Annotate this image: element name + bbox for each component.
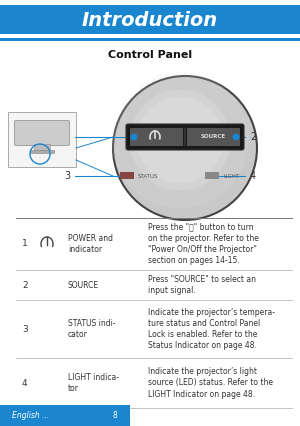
Bar [0,0,300,3]
Text: 8: 8 [112,411,117,420]
Text: LIGHT: LIGHT [223,173,239,178]
Text: Indicate the projector’s tempera-
ture status and Control Panel
Lock is enabled.: Indicate the projector’s tempera- ture s… [148,308,275,350]
Text: STATUS: STATUS [138,173,158,178]
Bar [8,112,76,167]
Bar [30,150,54,153]
Text: Indicate the projector’s light
source (LED) status. Refer to the
LIGHT Indicator: Indicate the projector’s light source (L… [148,367,273,399]
Text: 1: 1 [64,132,70,142]
Bar [0,3,300,5]
Text: 3: 3 [64,171,70,181]
Text: Introduction: Introduction [82,12,218,31]
Text: STATUS indi-
cator: STATUS indi- cator [68,319,116,339]
Text: SOURCE: SOURCE [201,135,226,139]
Circle shape [137,97,223,183]
Text: 2: 2 [250,132,256,142]
Text: Press "SOURCE" to select an
input signal.: Press "SOURCE" to select an input signal… [148,275,256,295]
Circle shape [113,76,257,220]
Text: 2: 2 [22,280,28,290]
Bar [120,172,134,179]
Text: Press the "⒨" button to turn
on the projector. Refer to the
"Power On/Off the Pr: Press the "⒨" button to turn on the proj… [148,223,259,265]
Text: 4: 4 [250,171,256,181]
Text: POWER and
indicator: POWER and indicator [68,234,113,254]
Text: English ...: English ... [12,411,49,420]
Bar [0,34,300,35]
Text: 3: 3 [22,325,28,334]
Text: 1: 1 [22,239,28,248]
Bar [184,128,186,146]
Circle shape [130,89,230,190]
Bar [34,144,50,150]
Bar [205,172,219,179]
FancyBboxPatch shape [126,124,244,150]
Text: Control Panel: Control Panel [108,50,192,60]
Bar [0,3,300,35]
Text: LIGHT indica-
tor: LIGHT indica- tor [68,373,119,393]
Bar [0,405,130,426]
Circle shape [232,133,239,141]
Bar [0,35,300,38]
Bar [187,128,240,146]
Circle shape [130,133,137,141]
Bar [130,128,183,146]
Text: 4: 4 [22,378,28,388]
FancyBboxPatch shape [14,121,70,146]
Bar [0,38,300,41]
Circle shape [112,72,248,208]
Text: SOURCE: SOURCE [68,280,99,290]
